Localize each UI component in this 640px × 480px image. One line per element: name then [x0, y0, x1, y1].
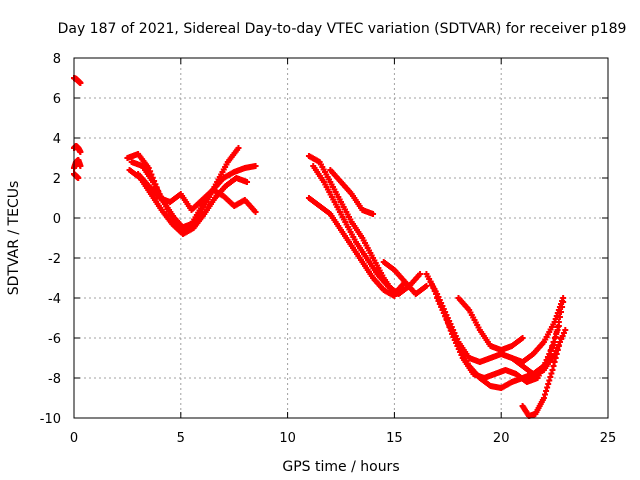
- data-point: [77, 163, 84, 169]
- data-point: [546, 377, 553, 384]
- data-point: [555, 343, 562, 349]
- data-point: [547, 374, 554, 380]
- data-point: [417, 271, 424, 277]
- labels-layer: 0 5 10 15 20 25 -10 -8 -6 -4 -2 0 2 4 6 8: [40, 52, 617, 446]
- data-point: [553, 351, 560, 357]
- data-point: [252, 163, 259, 169]
- x-tick-label: 15: [386, 431, 403, 446]
- data-point: [552, 334, 559, 340]
- x-axis-title: GPS time / hours: [282, 459, 399, 475]
- y-tick-label: 8: [53, 52, 61, 67]
- data-point: [556, 339, 563, 345]
- data-point: [549, 367, 556, 373]
- y-tick-label: 0: [53, 212, 61, 227]
- series-trace-a: [71, 75, 84, 86]
- x-tick-label: 20: [493, 431, 510, 446]
- data-point: [423, 283, 430, 289]
- series-trace-s: [498, 295, 567, 365]
- data-point: [553, 329, 560, 335]
- series-trace-c: [71, 157, 84, 171]
- data-point: [77, 80, 84, 86]
- data-point: [550, 363, 557, 369]
- series-trace-k: [305, 195, 398, 299]
- series-trace-m: [380, 259, 430, 297]
- series-trace-i: [305, 153, 409, 297]
- plot-frame: [73, 57, 609, 419]
- data-point: [544, 384, 551, 391]
- y-tick-label: -4: [48, 292, 61, 307]
- data-point: [541, 391, 548, 398]
- data-point: [75, 175, 82, 181]
- series-trace-b: [71, 143, 84, 155]
- series-trace-e: [124, 151, 259, 231]
- data-point: [560, 295, 567, 301]
- data-point: [558, 335, 565, 341]
- data-point: [235, 145, 242, 151]
- x-tick-label: 0: [70, 431, 78, 446]
- y-tick-label: 2: [53, 172, 61, 187]
- x-tick-label: 10: [279, 431, 296, 446]
- data-point: [551, 359, 558, 365]
- data-point: [252, 209, 259, 215]
- series-trace-j: [310, 163, 424, 297]
- y-axis-title: SDTVAR / TECUs: [6, 181, 22, 296]
- series-trace-f: [128, 145, 242, 233]
- series-trace-q: [455, 295, 526, 353]
- data-point: [145, 165, 152, 171]
- data-point: [551, 339, 558, 345]
- y-tick-label: 4: [53, 132, 61, 147]
- series-trace-l: [327, 167, 377, 217]
- y-tick-label: -10: [40, 412, 61, 427]
- data-point: [554, 347, 561, 353]
- data-point: [77, 149, 84, 155]
- series-trace-p: [434, 295, 567, 391]
- data-point: [391, 293, 398, 299]
- data-point: [554, 324, 561, 330]
- data-point: [370, 211, 377, 217]
- series-trace-d: [71, 171, 82, 181]
- series-trace-h: [135, 171, 259, 215]
- data-point: [543, 388, 550, 394]
- x-tick-label: 25: [600, 431, 617, 446]
- y-tick-label: 6: [53, 92, 61, 107]
- data-point: [519, 335, 526, 341]
- y-tick-label: -8: [48, 372, 61, 387]
- ticks-layer: [73, 57, 609, 419]
- x-tick-label: 5: [177, 431, 185, 446]
- data-point: [545, 381, 552, 387]
- data-point: [562, 327, 569, 333]
- chart-title: Day 187 of 2021, Sidereal Day-to-day VTE…: [58, 21, 627, 37]
- data-point: [540, 395, 547, 401]
- grid-layer: [74, 58, 608, 418]
- y-tick-label: -6: [48, 332, 61, 347]
- data-point: [552, 355, 559, 361]
- data-point: [548, 370, 555, 377]
- series-trace-r: [519, 335, 565, 419]
- data-point: [244, 179, 251, 185]
- y-tick-label: -2: [48, 252, 61, 267]
- points-layer: [71, 75, 569, 419]
